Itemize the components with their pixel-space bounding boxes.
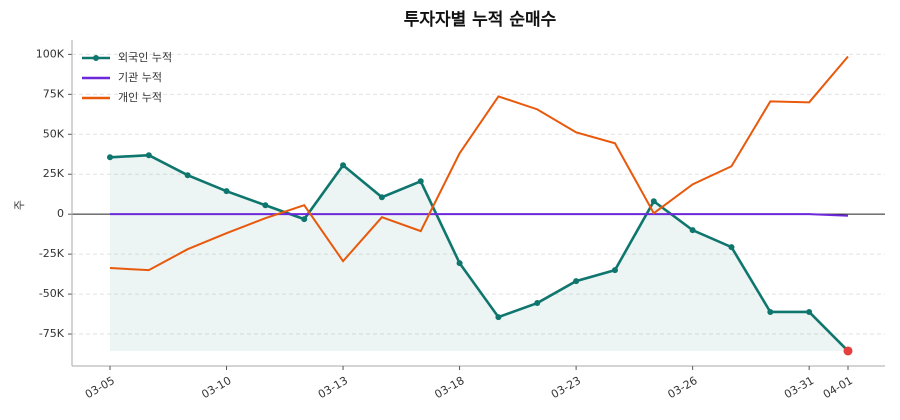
- marker: [262, 202, 269, 209]
- marker: [767, 308, 774, 315]
- y-tick-label: 50K: [43, 127, 65, 140]
- marker: [806, 308, 813, 315]
- y-tick-label: 75K: [43, 87, 65, 100]
- y-tick-label: -25K: [39, 247, 65, 260]
- line: [109, 153, 849, 352]
- y-tick-label: 0: [57, 207, 64, 220]
- x-tick-label: 03-13: [316, 374, 350, 401]
- marker: [650, 198, 657, 205]
- marker: [495, 314, 502, 321]
- marker: [184, 172, 191, 179]
- marker: [728, 244, 735, 251]
- marker: [611, 267, 618, 274]
- marker: [107, 154, 113, 161]
- marker: [689, 227, 696, 234]
- chart-title: 투자자별 누적 순매수: [404, 10, 557, 30]
- marker: [456, 260, 463, 267]
- y-tick-label: -75K: [39, 327, 65, 340]
- x-tick-label: 03-23: [549, 374, 583, 401]
- legend-marker: [93, 55, 99, 61]
- legend-label: 외국인 누적: [118, 51, 172, 64]
- marker: [301, 216, 308, 223]
- marker: [417, 178, 424, 185]
- x-tick-label: 03-26: [665, 374, 699, 401]
- x-tick-label: 03-05: [83, 374, 117, 401]
- legend-label: 개인 누적: [118, 91, 162, 104]
- legend-label: 기관 누적: [118, 71, 162, 84]
- marker: [573, 278, 580, 285]
- marker: [378, 194, 385, 201]
- area: [110, 155, 848, 351]
- line: [110, 213, 849, 217]
- y-axis-label: 주: [13, 200, 26, 210]
- line: [109, 55, 849, 272]
- marker: [223, 188, 230, 195]
- x-tick-label: 03-10: [199, 374, 233, 401]
- x-tick-label: 03-31: [782, 374, 816, 401]
- y-tick-label: 25K: [43, 167, 65, 180]
- y-tick-label: -50K: [39, 287, 65, 300]
- marker: [340, 162, 347, 169]
- x-tick-label: 03-18: [432, 374, 466, 401]
- y-tick-label: 100K: [36, 47, 65, 60]
- marker: [843, 346, 853, 356]
- marker: [145, 152, 152, 159]
- marker: [534, 300, 541, 307]
- x-tick-label: 04-01: [821, 374, 855, 401]
